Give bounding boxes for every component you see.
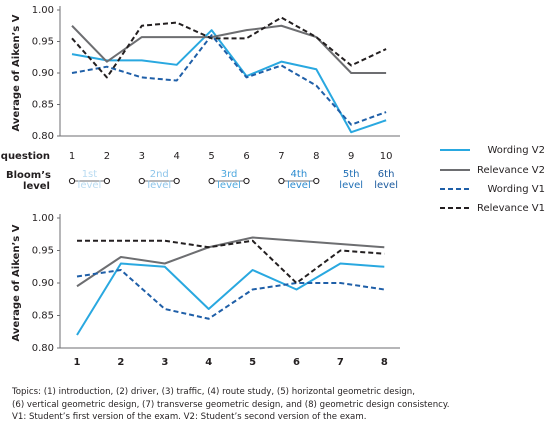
y-tick-label: 0.90 — [32, 68, 54, 79]
data-line — [71, 16, 387, 79]
y-axis-label: Average of Aiken’s V — [11, 14, 22, 131]
level-end — [313, 177, 320, 185]
y-tick-label: 0.80 — [32, 131, 54, 142]
x-tick-label: 3 — [139, 151, 145, 162]
x-tick-label: 8 — [381, 357, 388, 368]
y-tick-label: 1.00 — [32, 213, 54, 224]
x-tick-label: 7 — [337, 357, 344, 368]
legend-label: Relevance V1 — [477, 203, 545, 214]
level-end — [173, 177, 180, 185]
y-tick-label: 0.95 — [32, 246, 54, 257]
data-line — [71, 24, 387, 74]
x-tick-label: 1 — [69, 151, 75, 162]
x-tick-label: 2 — [117, 357, 124, 368]
level-end — [138, 177, 145, 185]
y-axis-label: Average of Aiken’s V — [11, 224, 22, 341]
data-line — [76, 236, 385, 288]
x-tick-label: 4 — [205, 357, 212, 368]
bloom-label: Bloom’s level — [6, 170, 51, 192]
level-end — [243, 177, 250, 185]
y-tick-label: 0.85 — [32, 311, 54, 322]
x-tick-label: 9 — [348, 151, 354, 162]
x-tick-label: 10 — [380, 151, 393, 162]
x-tick-label: 6 — [293, 357, 300, 368]
bloom-level: 4th level — [286, 169, 311, 191]
x-tick-label: 4 — [174, 151, 180, 162]
y-tick-label: 0.90 — [32, 278, 54, 289]
bloom-level: 2nd level — [147, 169, 172, 191]
data-line — [76, 262, 385, 336]
data-line — [71, 34, 387, 126]
data-line — [77, 239, 385, 284]
bloom-level: 5th level — [339, 169, 364, 191]
y-tick-label: 1.00 — [32, 5, 54, 16]
y-tick-label: 0.95 — [32, 37, 54, 48]
caption-line: V1: Student’s first version of the exam.… — [12, 412, 367, 422]
x-tick-label: 2 — [104, 151, 110, 162]
x-tick-label: 6 — [243, 151, 249, 162]
bloom-level: 3rd level — [217, 169, 241, 191]
legend-label: Wording V1 — [487, 184, 545, 195]
level-end — [278, 177, 285, 185]
level-end — [103, 177, 111, 185]
level-end — [68, 177, 76, 185]
level-end — [208, 177, 215, 185]
caption-line: Topics: (1) introduction, (2) driver, (3… — [12, 387, 415, 397]
caption-line: (6) vertical geometric design, (7) trans… — [12, 399, 450, 410]
x-axis-label: # question — [0, 151, 50, 162]
legend-label: Relevance V2 — [477, 165, 545, 176]
x-tick-label: 5 — [208, 151, 214, 162]
x-tick-label: 8 — [313, 151, 319, 162]
legend-label: Wording V2 — [487, 145, 545, 156]
y-tick-label: 0.85 — [32, 100, 54, 111]
x-tick-label: 1 — [74, 357, 81, 368]
x-tick-label: 3 — [161, 357, 168, 368]
x-tick-label: 7 — [278, 151, 284, 162]
x-tick-label: 5 — [249, 357, 256, 368]
bloom-level: 6th level — [374, 169, 398, 191]
data-line — [71, 29, 387, 134]
data-line — [76, 269, 385, 320]
bloom-level: 1st level — [77, 169, 102, 191]
y-tick-label: 0.80 — [32, 343, 54, 354]
